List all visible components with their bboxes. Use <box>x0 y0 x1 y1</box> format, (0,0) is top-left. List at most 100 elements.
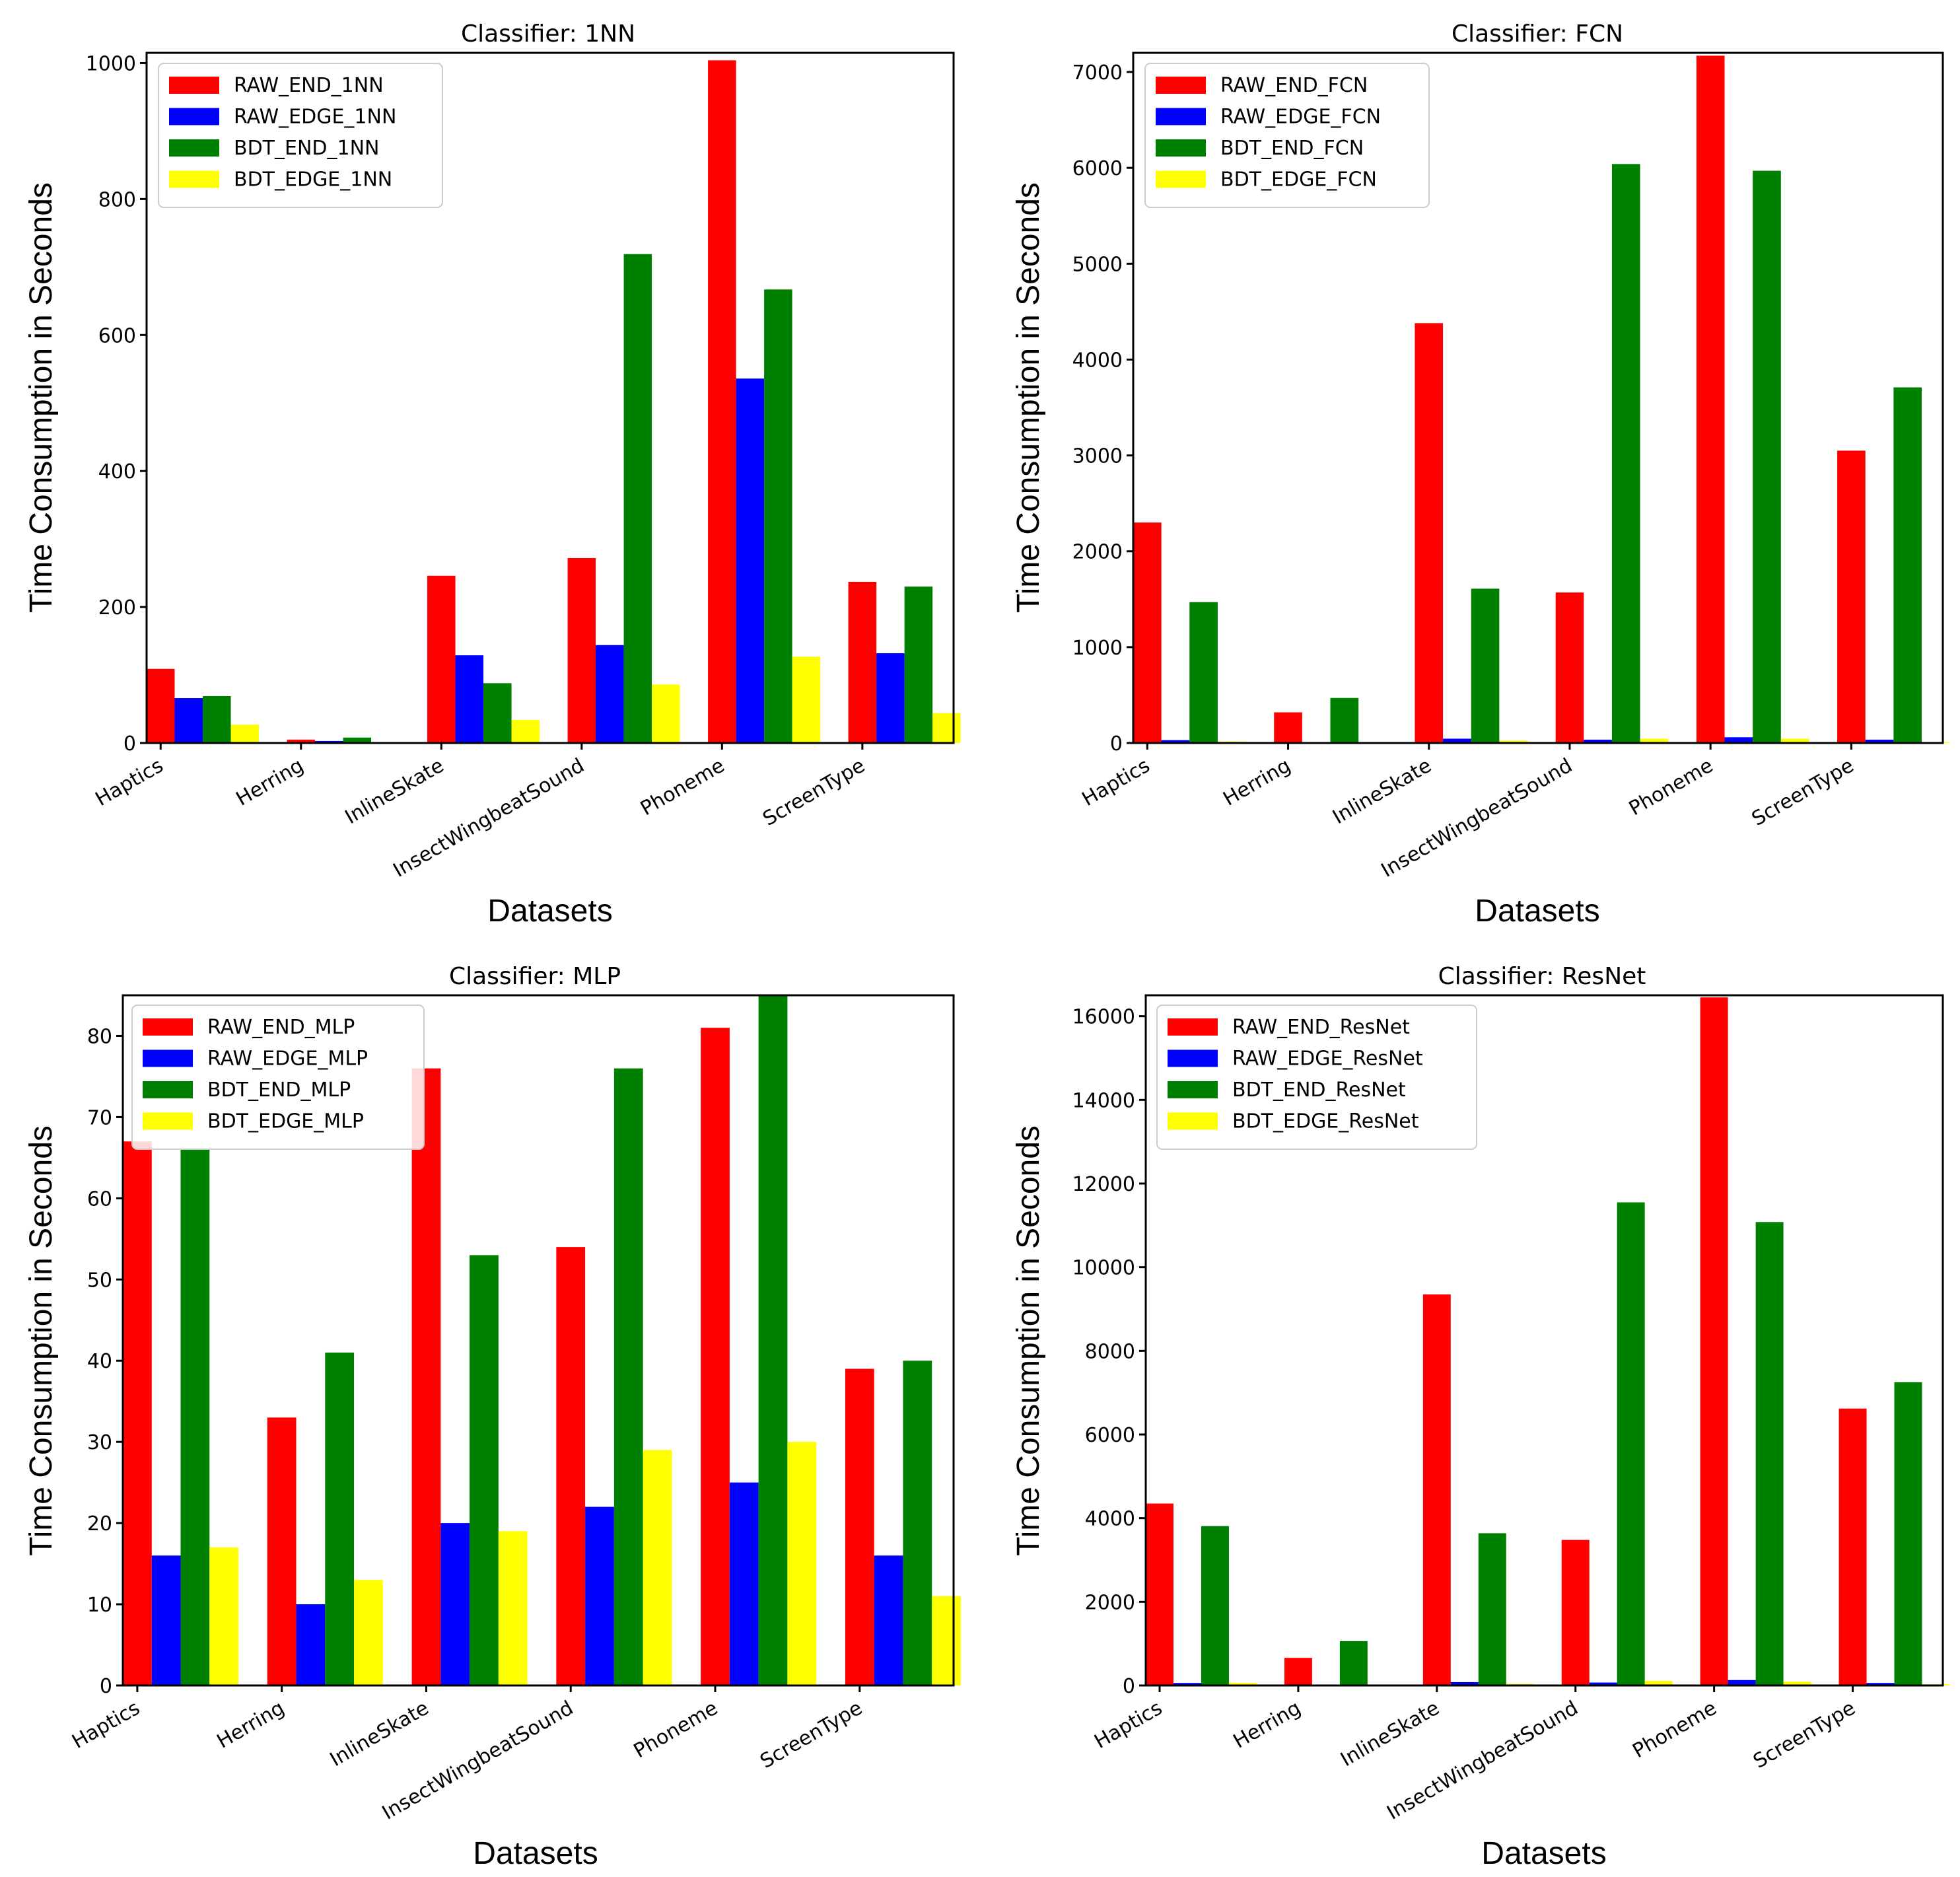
bar-bdt-edge-fcn-phoneme <box>1780 738 1809 743</box>
bar-raw-end-resnet-haptics <box>1146 1503 1173 1685</box>
legend-box <box>1144 63 1430 208</box>
y-tick-label: 800 <box>98 188 136 211</box>
bar-bdt-edge-fcn-insectwingbeatsound <box>1640 738 1669 743</box>
bar-bdt-end-1nn-haptics <box>203 695 231 743</box>
legend-label: BDT_END_ResNet <box>1232 1079 1406 1102</box>
bar-bdt-end-fcn-inlineskate <box>1471 588 1500 743</box>
legend-label: RAW_END_MLP <box>207 1016 355 1039</box>
legend-label: RAW_EDGE_1NN <box>234 106 396 129</box>
y-tick-label: 2000 <box>1085 1591 1135 1614</box>
bar-bdt-end-mlp-haptics <box>180 1149 210 1685</box>
chart-title: Classifier: 1NN <box>461 20 635 48</box>
legend: RAW_END_MLP RAW_EDGE_MLP BDT_END_MLP BDT_ED… <box>131 1005 425 1150</box>
legend-box <box>1156 1005 1477 1150</box>
bar-bdt-edge-mlp-inlineskate <box>498 1531 528 1685</box>
bar-bdt-edge-1nn-haptics <box>230 725 260 743</box>
bar-raw-edge-resnet-screentype <box>1866 1683 1895 1685</box>
legend-label: BDT_END_MLP <box>207 1079 351 1102</box>
bar-raw-end-1nn-insectwingbeatsound <box>567 557 596 743</box>
bar-raw-edge-fcn-insectwingbeatsound <box>1584 739 1612 743</box>
y-tick-label: 0 <box>1110 732 1123 756</box>
bar-raw-end-fcn-herring <box>1274 712 1302 743</box>
bar-raw-end-resnet-phoneme <box>1700 997 1728 1685</box>
bar-bdt-edge-1nn-insectwingbeatsound <box>652 684 680 743</box>
bar-raw-edge-fcn-screentype <box>1865 739 1894 743</box>
legend-label: BDT_END_FCN <box>1220 137 1364 160</box>
y-tick-label: 1000 <box>1072 637 1123 660</box>
y-tick-label: 600 <box>98 324 136 347</box>
legend-swatch <box>1156 108 1206 125</box>
y-tick-label: 0 <box>123 732 136 756</box>
bar-raw-end-fcn-haptics <box>1133 522 1162 743</box>
legend-swatch <box>1156 139 1206 157</box>
legend-swatch <box>1168 1081 1218 1098</box>
plot-frame <box>122 994 955 1687</box>
y-gridticks: 0 10 20 30 40 50 60 70 80 <box>87 1025 123 1698</box>
bar-raw-edge-1nn-phoneme <box>736 378 765 743</box>
bar-raw-end-fcn-inlineskate <box>1415 323 1444 743</box>
bar-bdt-end-resnet-inlineskate <box>1478 1533 1506 1685</box>
bar-bdt-end-fcn-insectwingbeatsound <box>1611 164 1640 744</box>
bar-raw-edge-mlp-inlineskate <box>440 1523 470 1685</box>
y-gridticks: 0 2000 4000 6000 8000 10000 12000 14000 16000 <box>1072 1006 1146 1698</box>
legend-label: BDT_EDGE_MLP <box>207 1110 364 1133</box>
bar-raw-edge-mlp-herring <box>296 1604 326 1685</box>
legend-swatch <box>143 1112 193 1130</box>
bars <box>123 995 961 1685</box>
bar-bdt-end-mlp-inlineskate <box>470 1255 499 1685</box>
y-tick-label: 30 <box>87 1431 112 1454</box>
bar-raw-end-resnet-insectwingbeatsound <box>1561 1540 1590 1685</box>
bar-bdt-edge-fcn-inlineskate <box>1499 740 1528 743</box>
bar-raw-end-mlp-inlineskate <box>411 1068 441 1685</box>
y-axis-label: Time Consumption in Seconds <box>24 182 59 613</box>
legend-swatch <box>1168 1018 1218 1036</box>
legend-label: BDT_END_1NN <box>234 137 379 160</box>
bar-raw-end-mlp-herring <box>267 1417 297 1685</box>
y-tick-label: 1000 <box>86 52 136 75</box>
bar-bdt-edge-mlp-phoneme <box>787 1442 817 1685</box>
bar-bdt-end-fcn-haptics <box>1189 602 1218 743</box>
y-tick-label: 6000 <box>1085 1424 1135 1447</box>
y-tick-label: 8000 <box>1085 1340 1135 1363</box>
legend-box <box>131 1005 425 1150</box>
y-gridticks: 0 200 400 600 800 1000 <box>86 52 147 756</box>
bar-raw-end-1nn-haptics <box>147 668 175 743</box>
bar-bdt-end-resnet-herring <box>1339 1641 1368 1685</box>
y-tick-label: 70 <box>87 1106 112 1129</box>
legend-label: BDT_EDGE_FCN <box>1220 168 1377 192</box>
bars <box>147 60 961 744</box>
bar-raw-end-resnet-screentype <box>1838 1408 1867 1685</box>
bar-raw-end-mlp-phoneme <box>701 1028 730 1685</box>
bar-bdt-end-1nn-phoneme <box>764 289 792 743</box>
bar-bdt-end-resnet-phoneme <box>1755 1222 1784 1685</box>
legend-swatch <box>1156 170 1206 188</box>
x-axis-label: Datasets <box>473 1836 598 1871</box>
legend-swatch <box>1168 1112 1218 1130</box>
x-axis-label: Datasets <box>1475 894 1599 929</box>
bar-raw-edge-1nn-herring <box>315 740 343 743</box>
legend-label: RAW_EDGE_ResNet <box>1232 1047 1423 1071</box>
bar-raw-edge-fcn-haptics <box>1161 740 1190 743</box>
bar-bdt-end-resnet-insectwingbeatsound <box>1617 1202 1645 1685</box>
chart-panel-fcn: Classifier: FCN 0 1000 2000 3000 4000 5000 600… <box>1011 20 1950 929</box>
bar-bdt-end-1nn-screentype <box>904 586 933 743</box>
bar-bdt-end-mlp-insectwingbeatsound <box>613 1068 643 1685</box>
bars <box>1133 55 1950 744</box>
legend-swatch <box>143 1018 193 1036</box>
bar-raw-edge-mlp-screentype <box>874 1555 903 1685</box>
bar-bdt-end-mlp-herring <box>325 1352 355 1685</box>
y-tick-label: 200 <box>98 596 136 620</box>
bar-bdt-end-1nn-insectwingbeatsound <box>623 254 652 743</box>
legend-swatch <box>143 1049 193 1067</box>
plot-frame <box>1144 994 1944 1687</box>
y-gridticks: 0 1000 2000 3000 4000 5000 6000 7000 <box>1072 61 1133 756</box>
y-tick-label: 5000 <box>1072 253 1123 276</box>
legend-label: RAW_EDGE_MLP <box>207 1047 368 1071</box>
y-tick-label: 80 <box>87 1025 112 1048</box>
y-tick-label: 60 <box>87 1187 112 1211</box>
y-tick-label: 20 <box>87 1512 112 1536</box>
legend-box <box>158 63 443 208</box>
bar-raw-edge-resnet-insectwingbeatsound <box>1589 1682 1617 1685</box>
legend: RAW_END_1NN RAW_EDGE_1NN BDT_END_1NN BDT_ED… <box>158 63 443 208</box>
bar-bdt-end-mlp-phoneme <box>758 995 788 1685</box>
